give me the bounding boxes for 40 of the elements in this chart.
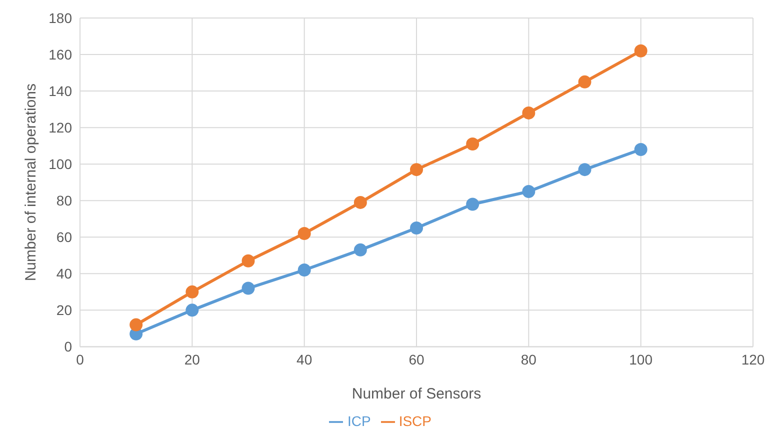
x-tick-label: 120 <box>741 352 765 368</box>
point <box>298 226 311 240</box>
y-tick-label: 0 <box>64 338 72 355</box>
x-tick-label: 100 <box>629 352 653 368</box>
legend-label: ISCP <box>398 412 432 429</box>
point <box>410 163 423 176</box>
y-tick-label: 20 <box>56 302 72 318</box>
point <box>130 318 143 332</box>
point <box>634 44 648 58</box>
point <box>186 304 199 317</box>
point <box>354 243 367 256</box>
y-axis-title: Number of internal operations <box>22 84 40 282</box>
point <box>466 198 480 211</box>
y-tick-label: 40 <box>56 266 72 282</box>
point <box>242 254 255 268</box>
legend-label: ICP <box>347 412 371 429</box>
y-tick-label: 160 <box>48 46 72 62</box>
point <box>410 222 423 235</box>
point <box>242 282 255 295</box>
x-tick-label: 80 <box>520 352 537 368</box>
y-tick-label: 80 <box>56 192 72 209</box>
x-tick-label: 40 <box>296 352 312 368</box>
point <box>466 138 480 151</box>
x-tick-label: 0 <box>76 352 84 368</box>
y-tick-label: 140 <box>48 83 72 100</box>
y-tick-label: 100 <box>48 156 72 172</box>
y-tick-label: 120 <box>48 120 72 136</box>
x-tick-label: 60 <box>408 352 424 368</box>
point <box>578 163 592 176</box>
point <box>298 264 311 277</box>
point <box>578 75 592 88</box>
point <box>186 285 199 298</box>
point <box>522 106 536 120</box>
x-tick-label: 20 <box>184 352 200 368</box>
point <box>634 142 648 156</box>
y-tick-label: 60 <box>56 229 72 246</box>
x-axis-title: Number of Sensors <box>352 386 482 403</box>
point <box>522 184 536 198</box>
point <box>354 196 367 209</box>
y-tick-label: 180 <box>48 10 72 26</box>
